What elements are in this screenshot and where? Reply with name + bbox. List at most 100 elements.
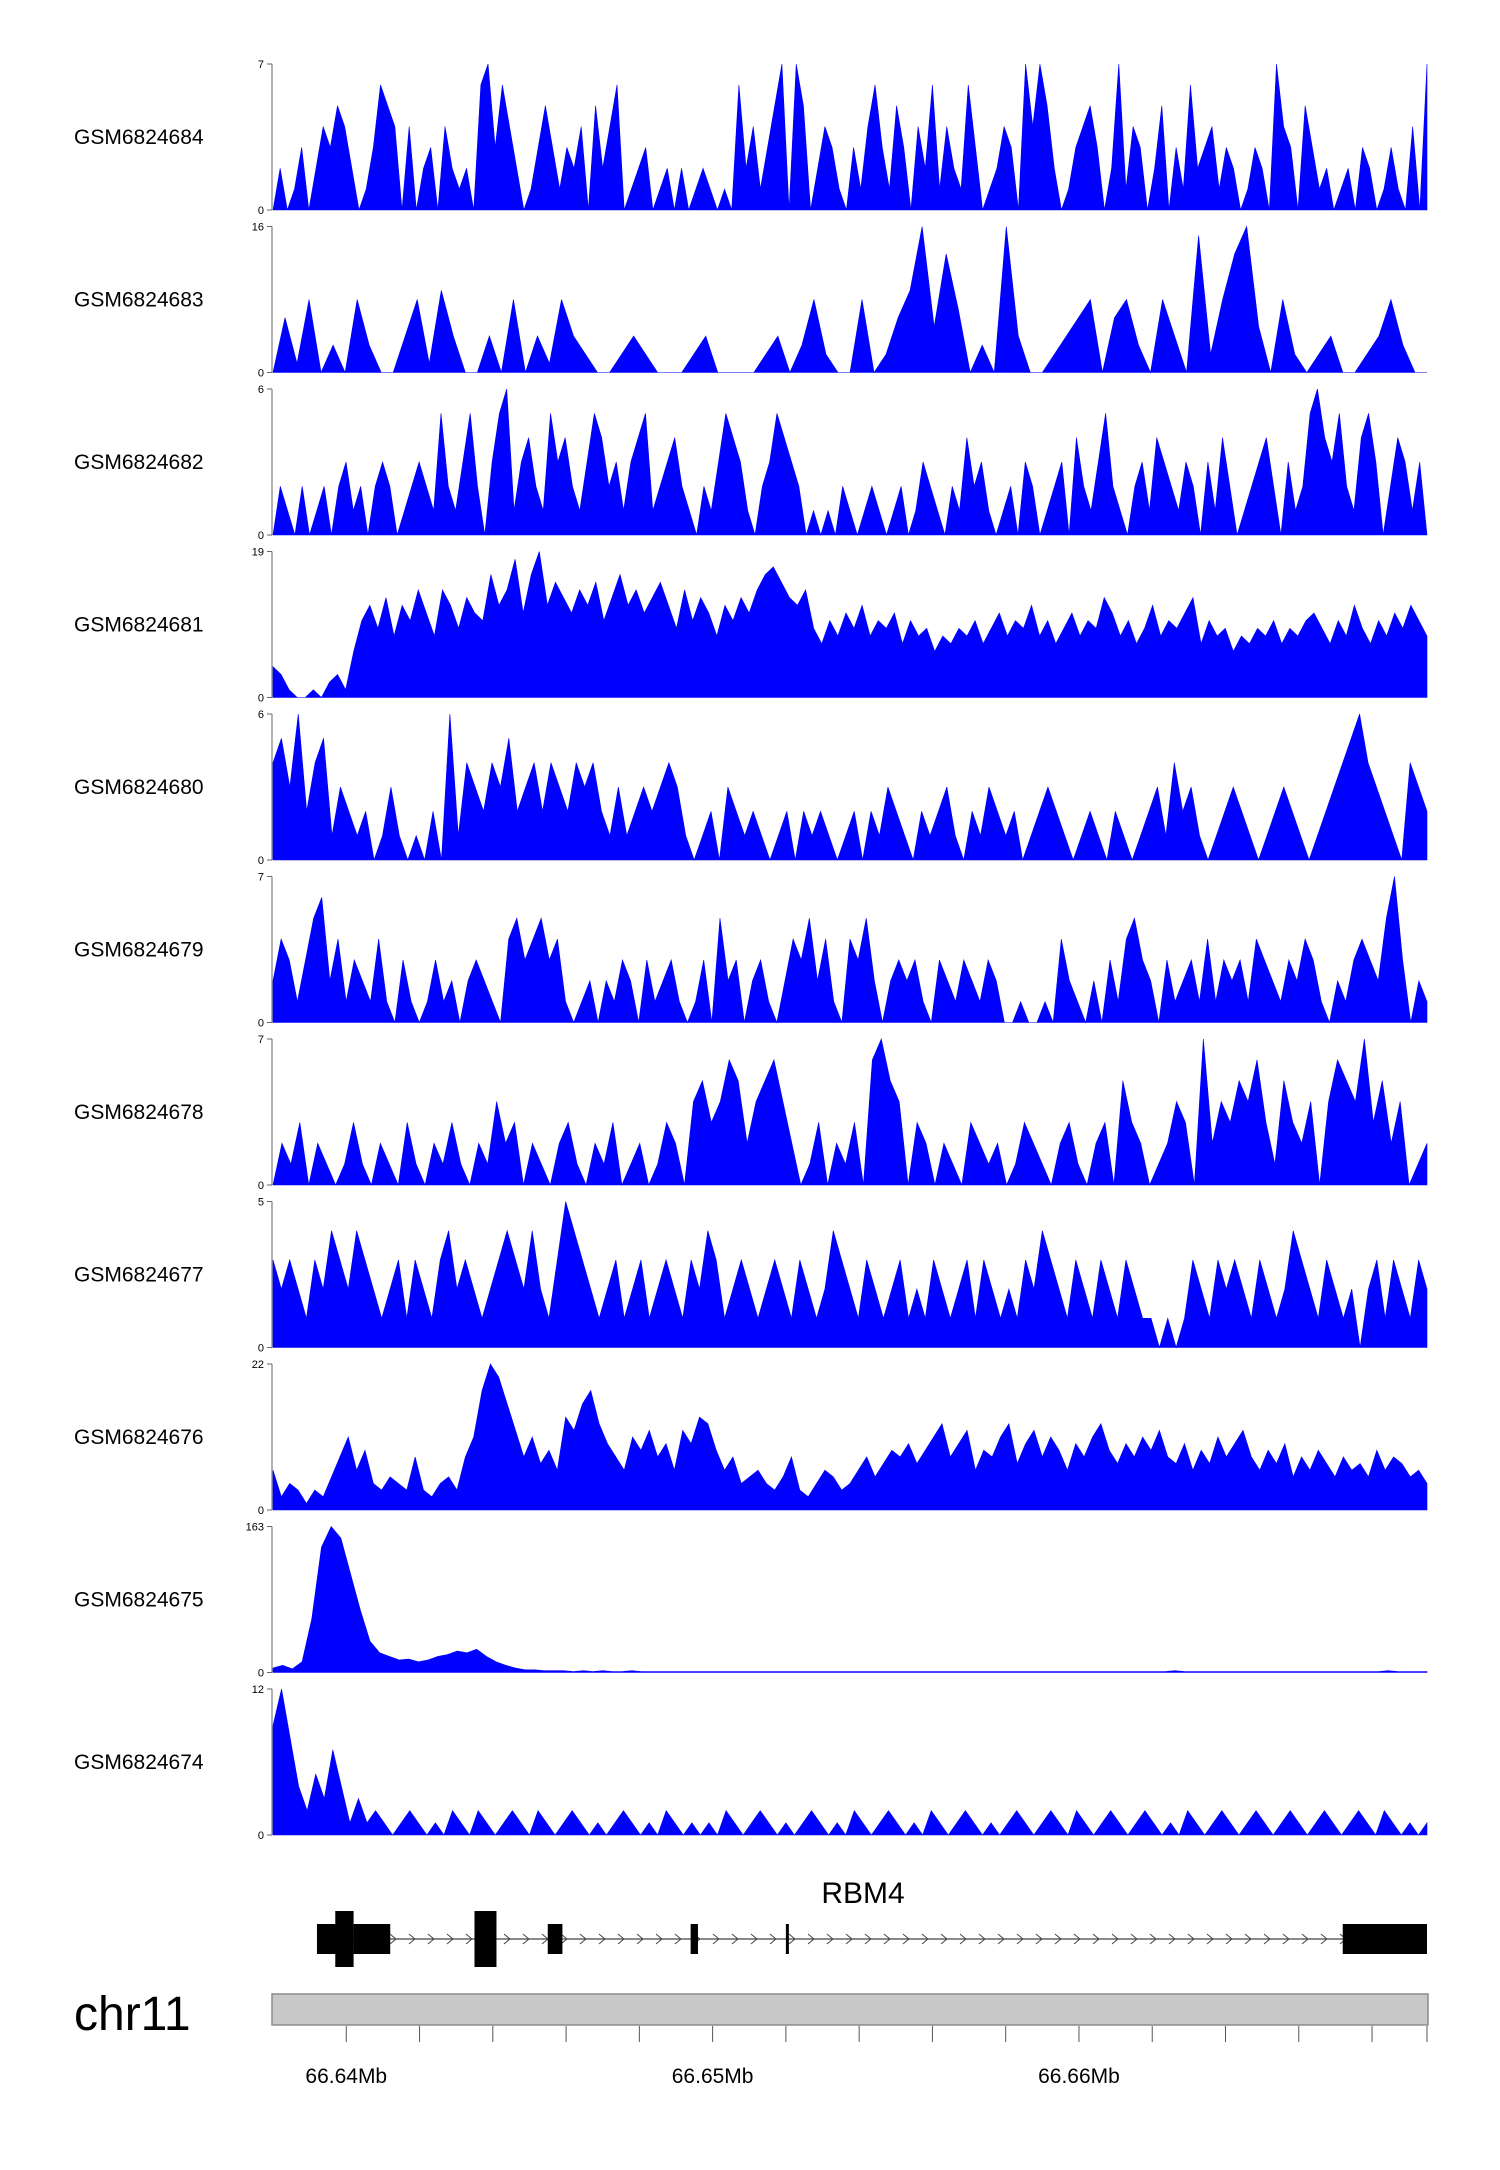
coverage-area	[272, 1363, 1428, 1511]
y-tick-max: 12	[252, 1684, 264, 1696]
track-GSM6824679: GSM6824679 7 0	[74, 872, 1428, 1030]
strand-chevron	[712, 1933, 720, 1945]
strand-chevron	[1092, 1933, 1100, 1945]
coverage-area	[272, 1688, 1428, 1836]
gene-exon	[1342, 1924, 1427, 1954]
strand-chevron	[1130, 1933, 1138, 1945]
strand-chevron	[579, 1933, 587, 1945]
strand-chevron	[731, 1933, 739, 1945]
strand-chevron	[1016, 1933, 1024, 1945]
strand-chevron	[408, 1933, 416, 1945]
y-tick-max: 19	[252, 547, 264, 559]
strand-chevron	[636, 1933, 644, 1945]
strand-chevron	[1187, 1933, 1195, 1945]
track-GSM6824680: GSM6824680 6 0	[74, 709, 1428, 867]
coverage-area	[272, 876, 1428, 1024]
track-label: GSM6824683	[74, 289, 204, 312]
strand-chevron	[1168, 1933, 1176, 1945]
gene-exon	[785, 1924, 789, 1954]
y-tick-min: 0	[258, 1343, 264, 1355]
track-label: GSM6824682	[74, 451, 204, 474]
y-tick-min: 0	[258, 1180, 264, 1192]
strand-chevron	[389, 1933, 397, 1945]
strand-chevron	[446, 1933, 454, 1945]
coverage-area	[272, 713, 1428, 861]
track-GSM6824676: GSM6824676 22 0	[74, 1359, 1428, 1517]
strand-chevron	[1111, 1933, 1119, 1945]
y-tick-min: 0	[258, 530, 264, 542]
y-tick-min: 0	[258, 205, 264, 217]
track-GSM6824675: GSM6824675 163 0	[74, 1522, 1428, 1680]
strand-chevron	[997, 1933, 1005, 1945]
coverage-area	[272, 225, 1427, 374]
track-label: GSM6824684	[74, 126, 204, 149]
gene-track: RBM4	[316, 1877, 1427, 1967]
strand-chevron	[598, 1933, 606, 1945]
y-tick-min: 0	[258, 1668, 264, 1680]
coverage-area	[272, 1525, 1428, 1673]
gene-exon	[547, 1924, 563, 1954]
coverage-area	[272, 63, 1428, 211]
strand-chevron	[1225, 1933, 1233, 1945]
strand-chevron	[1282, 1933, 1290, 1945]
strand-chevron	[1035, 1933, 1043, 1945]
gene-exon	[690, 1924, 698, 1954]
strand-chevron	[959, 1933, 967, 1945]
track-GSM6824683: GSM6824683 16 0	[74, 222, 1427, 380]
y-tick-max: 6	[258, 709, 264, 721]
track-GSM6824677: GSM6824677 5 0	[74, 1197, 1428, 1355]
y-tick-max: 7	[258, 872, 264, 884]
strand-chevron	[769, 1933, 777, 1945]
gene-exon	[353, 1924, 391, 1954]
track-label: GSM6824677	[74, 1264, 204, 1287]
strand-chevron	[655, 1933, 663, 1945]
strand-chevron	[1244, 1933, 1252, 1945]
y-tick-max: 6	[258, 384, 264, 396]
strand-chevron	[826, 1933, 834, 1945]
y-tick-min: 0	[258, 693, 264, 705]
track-label: GSM6824675	[74, 1589, 204, 1612]
track-GSM6824674: GSM6824674 12 0	[74, 1684, 1428, 1842]
strand-chevron	[1149, 1933, 1157, 1945]
y-tick-max: 163	[246, 1522, 264, 1534]
track-label: GSM6824680	[74, 776, 204, 799]
strand-chevron	[750, 1933, 758, 1945]
strand-chevron	[427, 1933, 435, 1945]
ideogram-bar	[271, 1993, 1429, 2026]
strand-chevron	[940, 1933, 948, 1945]
y-tick-max: 16	[252, 222, 264, 234]
strand-chevron	[845, 1933, 853, 1945]
signal-tracks: GSM682468470GSM6824683160GSM682468260GSM…	[74, 59, 1428, 1842]
strand-chevron	[921, 1933, 929, 1945]
x-tick-label: 66.66Mb	[1038, 2065, 1120, 2088]
y-tick-min: 0	[258, 1018, 264, 1030]
y-tick-max: 22	[252, 1359, 264, 1371]
strand-chevron	[978, 1933, 986, 1945]
y-tick-min: 0	[258, 1505, 264, 1517]
strand-chevron	[807, 1933, 815, 1945]
strand-chevron	[560, 1933, 568, 1945]
track-label: GSM6824674	[74, 1751, 204, 1774]
coverage-area	[272, 551, 1428, 698]
y-tick-max: 7	[258, 1034, 264, 1046]
x-tick-label: 66.65Mb	[672, 2065, 754, 2088]
track-label: GSM6824681	[74, 614, 204, 637]
strand-chevron	[503, 1933, 511, 1945]
y-tick-max: 5	[258, 1197, 264, 1209]
track-GSM6824678: GSM6824678 7 0	[74, 1034, 1428, 1192]
strand-chevron	[1054, 1933, 1062, 1945]
coverage-area	[272, 388, 1428, 537]
y-tick-min: 0	[258, 855, 264, 867]
strand-chevron	[1206, 1933, 1214, 1945]
strand-chevron	[1073, 1933, 1081, 1945]
track-GSM6824681: GSM6824681 19 0	[74, 547, 1428, 705]
y-tick-max: 7	[258, 59, 264, 71]
chromosome-label: chr11	[74, 1988, 191, 2041]
strand-chevron	[522, 1933, 530, 1945]
y-tick-min: 0	[258, 368, 264, 380]
strand-chevron	[1263, 1933, 1271, 1945]
strand-chevron	[902, 1933, 910, 1945]
strand-chevron	[1301, 1933, 1309, 1945]
track-label: GSM6824678	[74, 1101, 204, 1124]
